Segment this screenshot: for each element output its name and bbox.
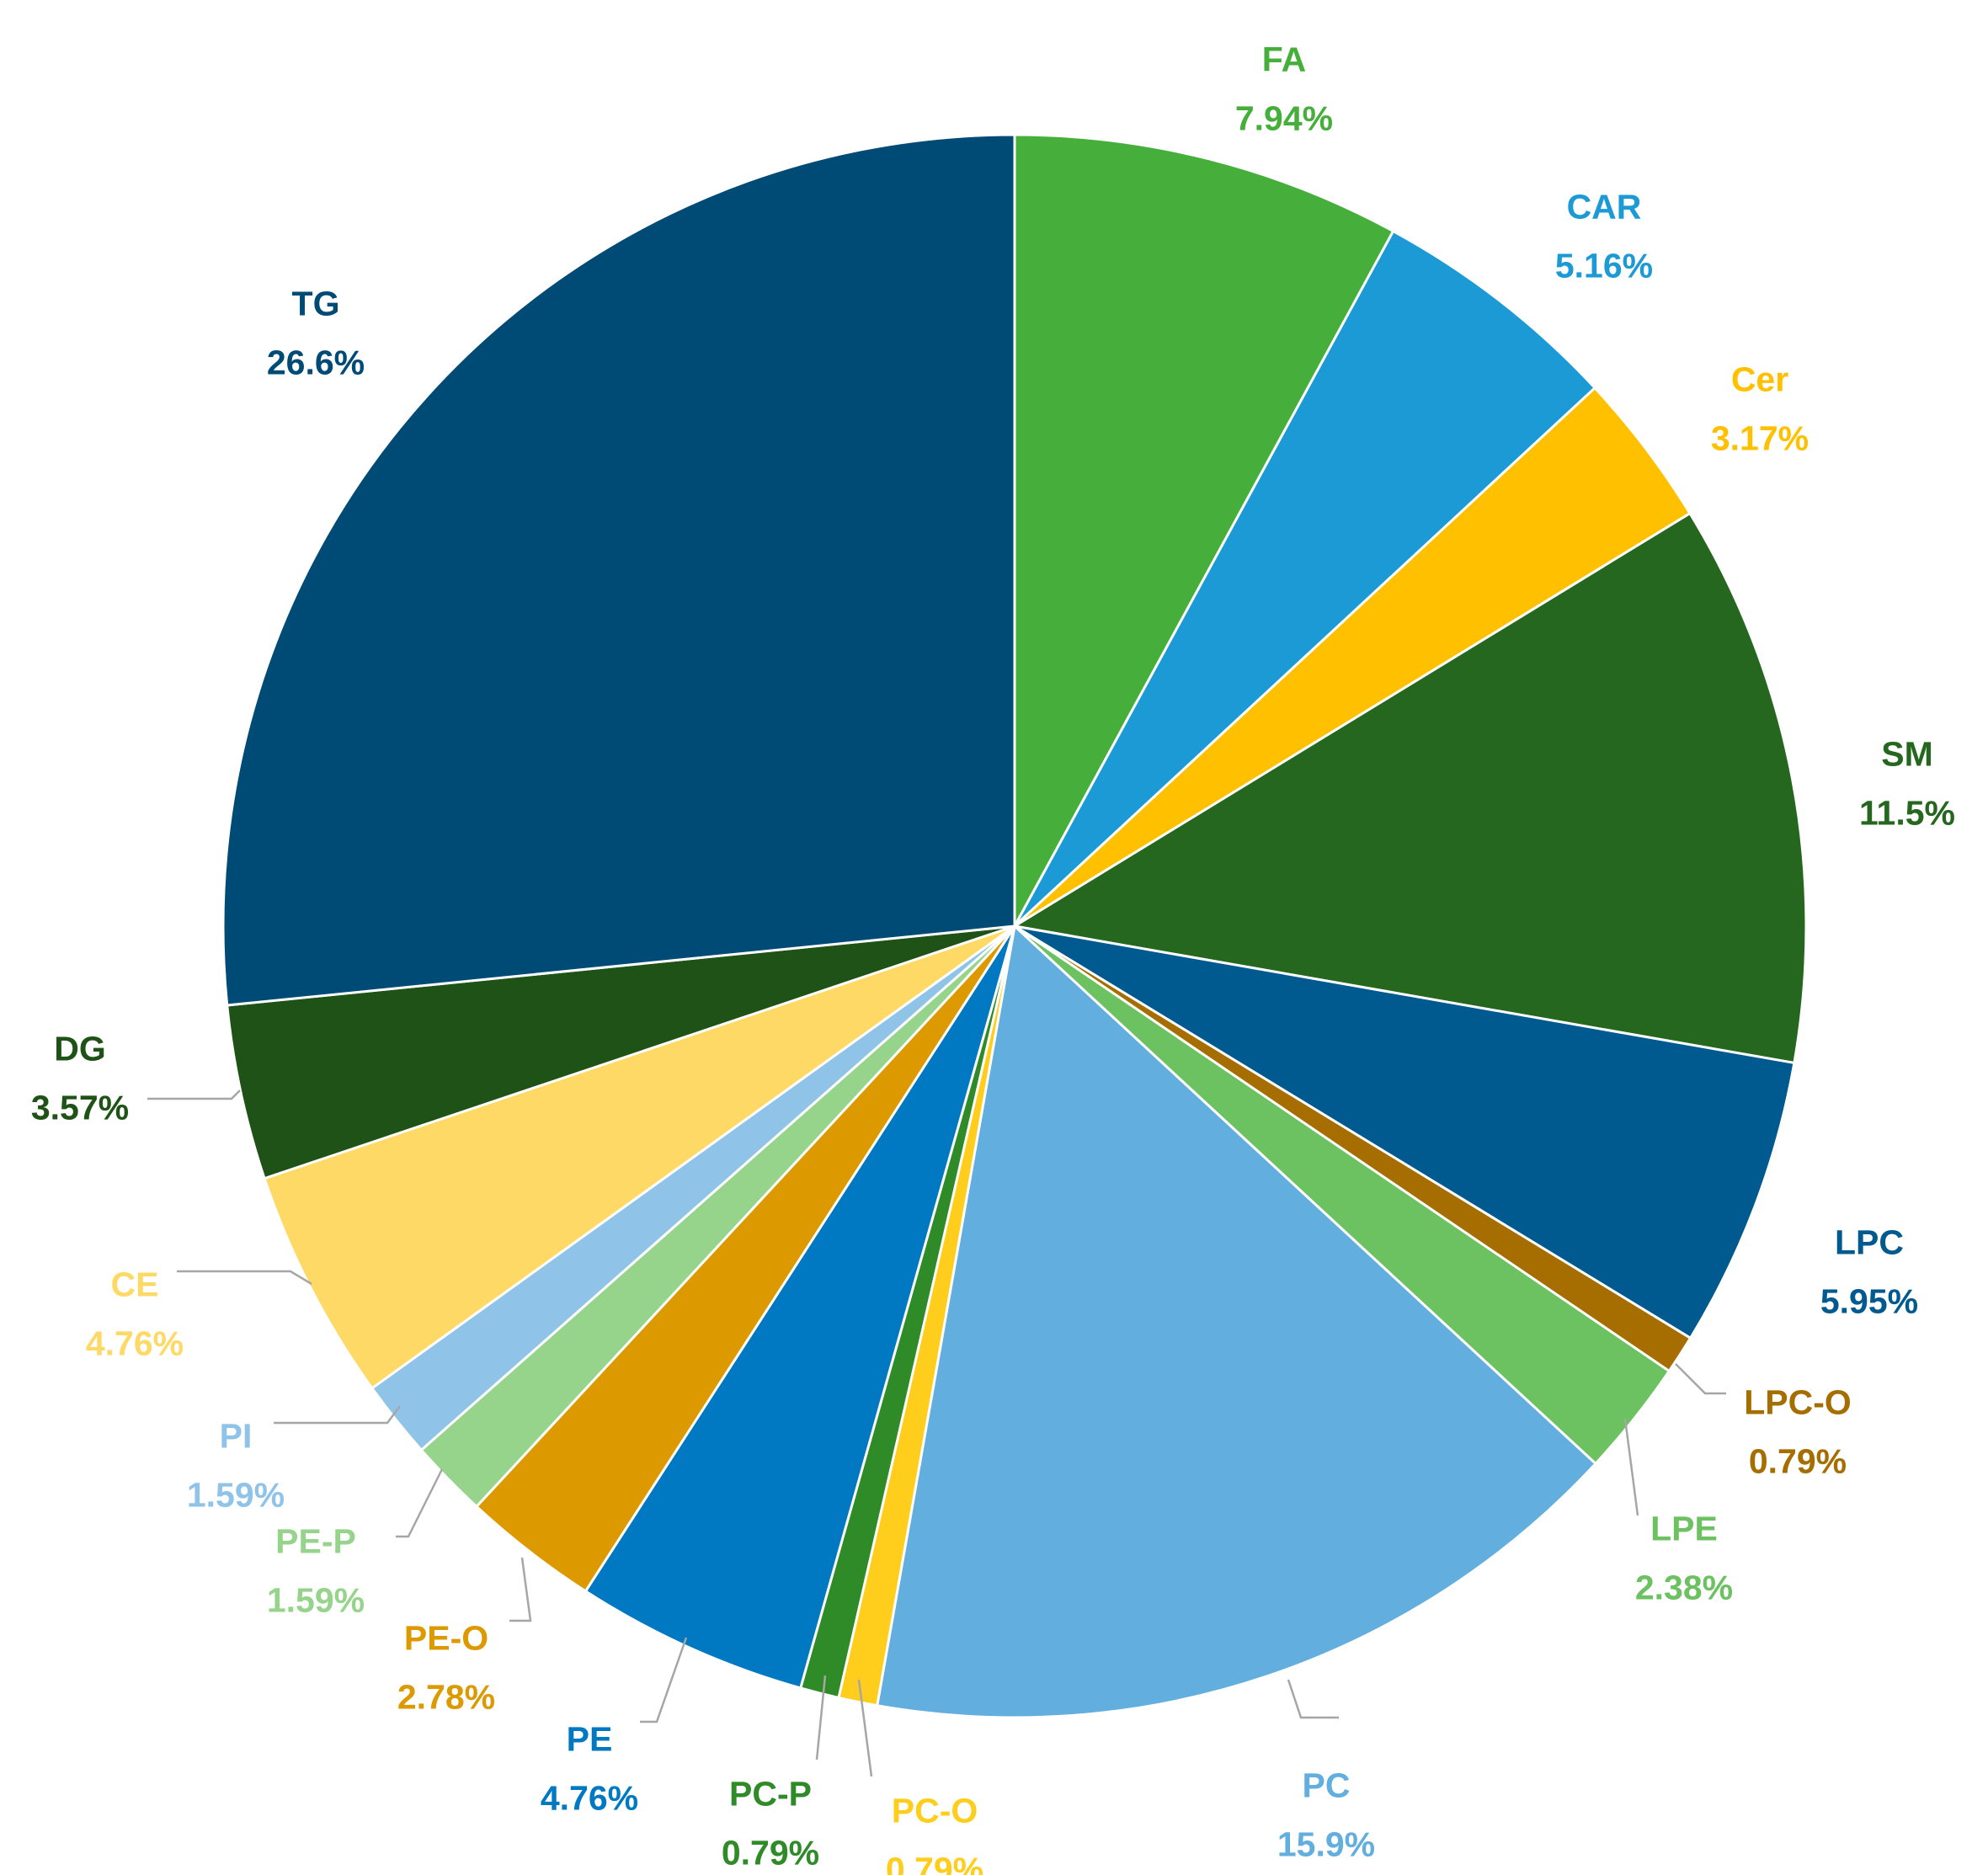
pie-slice-ce: [263, 924, 1015, 1390]
leader-line-dg: [147, 1089, 241, 1100]
slice-value-pc-p: 0.79%: [722, 1834, 819, 1872]
pie-slice-pe: [584, 925, 1016, 1690]
pie-slice-dg: [226, 924, 1015, 1180]
pie-slice-sm: [1010, 511, 1808, 1065]
pie-slice-lpc: [1014, 924, 1796, 1340]
leader-line-pc: [1287, 1679, 1339, 1719]
slice-value-lpc-o: 0.79%: [1749, 1442, 1847, 1481]
pie-slice-car: [1013, 229, 1597, 928]
slice-value-pe-o: 2.78%: [397, 1678, 495, 1717]
slice-label-sm: SM: [1881, 735, 1933, 774]
slice-label-tg: TG: [292, 285, 340, 323]
slice-label-pc-o: PC-O: [892, 1792, 978, 1830]
slice-label-pi: PI: [220, 1417, 253, 1456]
slice-label-lpe: LPE: [1650, 1510, 1718, 1548]
leader-line-lpc-o: [1675, 1363, 1726, 1395]
slice-value-lpe: 2.38%: [1635, 1569, 1733, 1607]
slice-value-cer: 3.17%: [1711, 419, 1809, 458]
slice-label-car: CAR: [1567, 188, 1642, 226]
leader-line-lpe: [1623, 1418, 1639, 1516]
slice-value-pc-o: 0.79%: [886, 1851, 983, 1875]
pie-slices: [221, 133, 1808, 1719]
leader-line-pe-p: [396, 1468, 444, 1538]
slice-value-lpc: 5.95%: [1820, 1282, 1918, 1321]
slice-value-fa: 7.94%: [1235, 99, 1333, 138]
slice-label-pe-p: PE-P: [275, 1522, 356, 1561]
slice-value-dg: 3.57%: [31, 1089, 129, 1127]
slice-label-pc: PC: [1303, 1766, 1351, 1805]
leader-line-pc-o: [857, 1679, 873, 1777]
slice-label-pc-p: PC-P: [729, 1775, 812, 1814]
slice-value-pe: 4.76%: [541, 1779, 638, 1818]
slice-label-lpc-o: LPC-O: [1744, 1383, 1852, 1422]
pie-slice-fa: [1013, 133, 1395, 927]
leader-line-pc-p: [815, 1675, 827, 1760]
slice-value-pc: 15.9%: [1277, 1825, 1375, 1864]
leader-lines: [147, 1089, 1726, 1777]
slice-value-pe-p: 1.59%: [267, 1581, 365, 1620]
pie-slice-pc: [875, 924, 1598, 1719]
leader-line-pe: [640, 1637, 688, 1723]
slice-label-dg: DG: [54, 1030, 106, 1068]
slice-value-tg: 26.6%: [267, 344, 365, 382]
slice-value-sm: 11.5%: [1859, 794, 1955, 833]
slice-value-pi: 1.59%: [187, 1476, 285, 1515]
slice-label-fa: FA: [1262, 40, 1306, 79]
leader-line-pi: [274, 1405, 401, 1425]
slice-label-ce: CE: [111, 1265, 159, 1304]
slice-label-pe-o: PE-O: [404, 1619, 488, 1658]
slice-label-cer: Cer: [1731, 360, 1788, 399]
slice-label-lpc: LPC: [1835, 1223, 1904, 1262]
slice-value-car: 5.16%: [1555, 247, 1653, 285]
slice-label-pe: PE: [567, 1720, 613, 1759]
leader-line-ce: [177, 1270, 312, 1286]
pie-slice-tg: [221, 133, 1016, 1007]
slice-value-ce: 4.76%: [86, 1324, 184, 1363]
slice-labels: FA 7.94% CAR 5.16% Cer 3.17% SM 11.5% LPC 5.95% LP…: [31, 40, 1955, 1875]
leader-line-pe-o: [509, 1557, 532, 1622]
